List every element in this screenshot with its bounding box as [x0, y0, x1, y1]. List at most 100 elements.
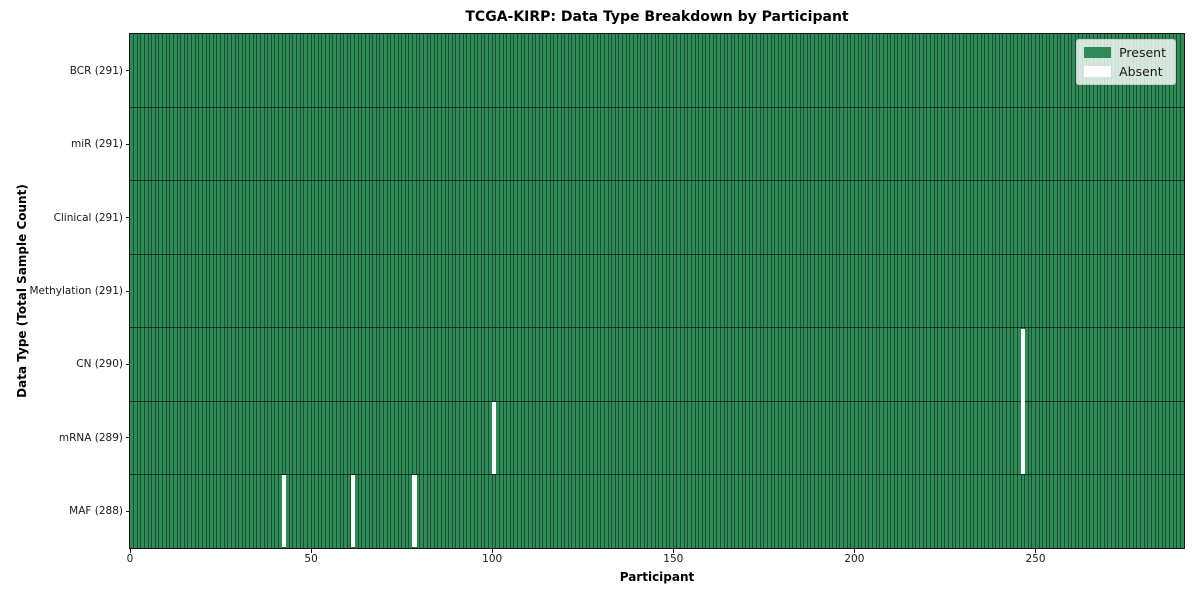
cell-edge-line: [440, 34, 442, 548]
cell-edge-line: [386, 34, 388, 548]
y-tick-label-MAF: MAF (288): [69, 505, 123, 518]
cell-edge-line: [1140, 34, 1142, 548]
y-tick-mark: [126, 70, 130, 72]
cell-edge-line: [310, 34, 312, 548]
cell-edge-line: [1161, 34, 1163, 548]
absent-gap: [350, 475, 355, 548]
cell-edge-line: [810, 34, 812, 548]
cell-edge-line: [846, 34, 848, 548]
cell-edge-line: [1150, 34, 1152, 548]
cell-edge-line: [723, 34, 725, 548]
cell-edge-line: [198, 34, 200, 548]
cell-edge-line: [212, 34, 214, 548]
cell-edge-line: [799, 34, 801, 548]
cell-edge-line: [785, 34, 787, 548]
cell-edge-line: [491, 34, 493, 548]
x-tick-label: 200: [844, 553, 865, 565]
cell-edge-line: [774, 34, 776, 548]
cell-edge-line: [1045, 34, 1047, 548]
cell-edge-line: [792, 34, 794, 548]
cell-edge-line: [618, 34, 620, 548]
cell-edge-line: [719, 34, 721, 548]
y-tick-label-miR: miR (291): [70, 138, 123, 151]
x-tick-mark: [672, 549, 674, 553]
cell-edge-line: [814, 34, 816, 548]
cell-edge-line: [368, 34, 370, 548]
cell-edge-line: [676, 34, 678, 548]
cell-edge-line: [1042, 34, 1044, 548]
cell-edge-line: [176, 34, 178, 548]
cell-edge-line: [897, 34, 899, 548]
cell-edge-line: [477, 34, 479, 548]
cell-edge-line: [828, 34, 830, 548]
x-tick-label: 0: [126, 553, 134, 565]
cell-edge-line: [162, 34, 164, 548]
cell-edge-line: [698, 34, 700, 548]
cell-edge-line: [288, 34, 290, 548]
cell-edge-line: [759, 34, 761, 548]
chart-title: TCGA-KIRP: Data Type Breakdown by Partic…: [465, 9, 849, 25]
cell-edge-line: [393, 34, 395, 548]
cell-edge-line: [661, 34, 663, 548]
cell-edge-line: [817, 34, 819, 548]
cell-edge-line: [216, 34, 218, 548]
cell-edge-line: [506, 34, 508, 548]
cell-edge-line: [234, 34, 236, 548]
cell-edge-line: [278, 34, 279, 548]
cell-edge-line: [143, 34, 145, 548]
cell-edge-line: [821, 34, 823, 548]
cell-edge-line: [998, 34, 1000, 548]
cell-edge-line: [527, 34, 529, 548]
cell-edge-line: [944, 34, 946, 548]
cell-edge-line: [390, 34, 392, 548]
cell-edge-line: [469, 34, 471, 548]
cell-edge-line: [712, 34, 714, 548]
cell-edge-line: [364, 34, 366, 548]
cell-edge-line: [205, 34, 207, 548]
y-tick-label-BCR: BCR (291): [69, 64, 123, 77]
cell-edge-line: [1169, 34, 1170, 548]
cell-edge-line: [585, 34, 587, 548]
cell-edge-line: [209, 34, 211, 548]
cell-edge-line: [183, 34, 185, 548]
cell-edge-line: [680, 34, 682, 548]
cell-edge-line: [553, 34, 555, 548]
cell-edge-line: [1013, 34, 1015, 548]
cell-edge-line: [252, 34, 254, 548]
cell-edge-line: [346, 34, 348, 548]
cell-edge-line: [730, 34, 732, 548]
cell-edge-line: [306, 34, 308, 548]
cell-edge-line: [549, 34, 551, 548]
cell-edge-line: [1078, 34, 1080, 548]
cell-edge-line: [1147, 34, 1149, 548]
cell-edge-line: [611, 34, 613, 548]
absent-swatch-icon: [1084, 66, 1112, 77]
cell-edge-line: [868, 34, 870, 548]
cell-edge-line: [571, 34, 573, 548]
cell-edge-line: [455, 34, 457, 548]
y-tick-label-Methylation: Methylation (291): [29, 285, 123, 297]
cell-edge-line: [422, 34, 424, 548]
cell-edge-line: [984, 34, 986, 548]
cell-edge-line: [683, 34, 685, 548]
cell-edge-line: [459, 34, 461, 548]
cell-edge-line: [607, 34, 609, 548]
x-tick-mark: [1035, 549, 1036, 553]
cell-edge-line: [643, 34, 645, 548]
cell-edge-line: [433, 34, 435, 548]
cell-edge-line: [1179, 34, 1181, 548]
cell-edge-line: [223, 34, 225, 548]
cell-edge-line: [408, 34, 410, 548]
x-tick-mark: [853, 549, 855, 553]
x-axis-label: Participant: [619, 570, 695, 584]
cell-edge-line: [864, 34, 866, 548]
cell-edge-line: [669, 34, 671, 548]
cell-edge-line: [1038, 34, 1040, 548]
cell-edge-line: [890, 34, 892, 548]
cell-edge-line: [589, 34, 591, 548]
cell-edge-line: [651, 34, 653, 548]
cell-edge-line: [872, 34, 873, 548]
cell-edge-line: [415, 34, 417, 548]
cell-edge-line: [1118, 34, 1120, 548]
cell-edge-line: [933, 34, 935, 548]
